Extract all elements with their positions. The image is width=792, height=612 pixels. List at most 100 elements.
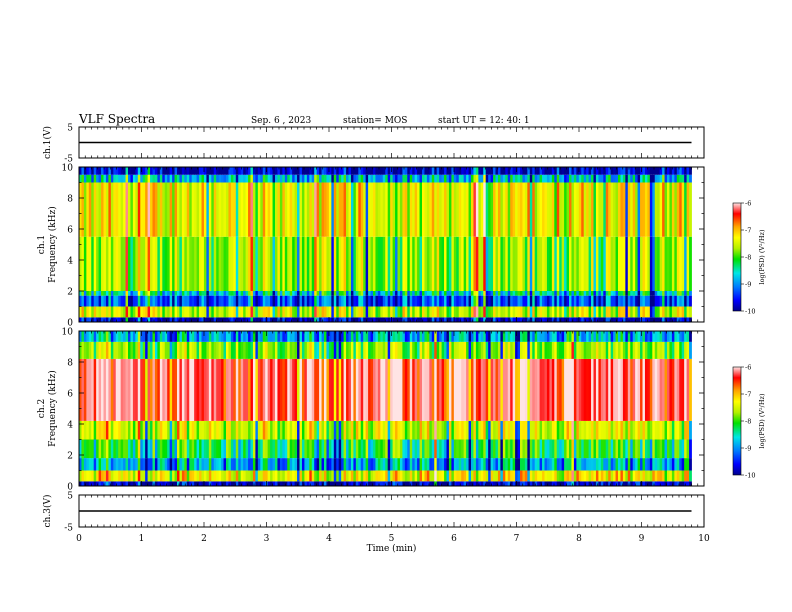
spectrogram-cell — [194, 481, 197, 486]
spectrogram-cell — [240, 439, 244, 459]
spectrogram-cell — [684, 236, 687, 291]
spectrogram-cell — [669, 295, 673, 307]
spectrogram-cell — [632, 331, 636, 342]
spectrogram-cell — [262, 317, 266, 322]
spectrogram-cell — [554, 317, 558, 322]
spectrogram-cell — [431, 306, 435, 318]
spectrogram-cell — [167, 458, 171, 471]
spectrogram-cell — [671, 481, 675, 486]
spectrogram-cell — [615, 295, 619, 307]
spectrogram-cell — [98, 295, 102, 307]
spectrogram-cell — [399, 341, 403, 359]
spectrogram-cell — [382, 331, 386, 342]
spectrogram-cell — [250, 317, 254, 322]
spectrogram-cell — [689, 439, 692, 459]
spectrogram-cell — [363, 341, 367, 359]
spectrogram-cell — [257, 317, 261, 322]
spectrogram-cell — [226, 167, 229, 175]
spectrogram-cell — [657, 291, 661, 296]
spectrogram-cell — [679, 331, 683, 342]
spectrogram-cell — [375, 182, 379, 237]
spectrogram-cell — [444, 420, 447, 440]
spectrogram-cell — [622, 358, 626, 421]
spectrogram-cell — [456, 182, 460, 237]
spectrogram-cell — [466, 341, 469, 359]
spectrogram-cell — [581, 317, 585, 322]
spectrogram-cell — [652, 236, 656, 291]
spectrogram-cell — [446, 236, 450, 291]
spectrogram-cell — [475, 317, 479, 322]
spectrogram-cell — [446, 358, 450, 421]
spectrogram-cell — [686, 306, 690, 318]
spectrogram-cell — [130, 439, 134, 459]
spectrogram-cell — [375, 470, 379, 482]
spectrogram-cell — [189, 341, 193, 359]
spectrogram-cell — [471, 182, 474, 237]
spectrogram-cell — [642, 331, 646, 342]
spectrogram-cell — [608, 341, 612, 359]
spectrogram-cell — [123, 341, 126, 359]
spectrogram-cell — [431, 481, 435, 486]
spectrogram-cell — [91, 236, 95, 291]
spectrogram-cell — [348, 291, 352, 296]
spectrogram-cell — [591, 295, 594, 307]
spectrogram-cell — [434, 470, 438, 482]
spectrogram-cell — [150, 420, 153, 440]
spectrogram-cell — [328, 331, 332, 342]
spectrogram-cell — [559, 341, 563, 359]
spectrogram-cell — [466, 470, 469, 482]
spectrogram-cell — [598, 420, 602, 440]
spectrogram-cell — [250, 481, 254, 486]
spectrogram-cell — [664, 420, 668, 440]
spectrogram-cell — [424, 236, 428, 291]
spectrogram-cell — [110, 470, 114, 482]
spectrogram-cell — [399, 167, 403, 175]
spectrogram-cell — [446, 182, 450, 237]
spectrogram-cell — [559, 420, 563, 440]
spectrogram-cell — [255, 341, 259, 359]
spectrogram-cell — [667, 458, 670, 471]
spectrogram-cell — [316, 182, 320, 237]
spectrogram-cell — [142, 470, 146, 482]
spectrogram-cell — [534, 182, 538, 237]
spectrogram-cell — [243, 306, 246, 318]
spectrogram-cell — [243, 291, 246, 296]
spectrogram-cell — [385, 167, 389, 175]
spectrogram-cell — [505, 420, 509, 440]
spectrogram-cell — [512, 295, 516, 307]
spectrogram-cell — [569, 317, 572, 322]
spectrogram-cell — [578, 458, 582, 471]
spectrogram-cell — [610, 470, 614, 482]
spectrogram-cell — [605, 174, 609, 183]
spectrogram-cell — [167, 167, 171, 175]
spectrogram-cell — [154, 481, 158, 486]
spectrogram-cell — [164, 341, 168, 359]
spectrogram-cell — [414, 295, 418, 307]
spectrogram-cell — [103, 420, 107, 440]
spectrogram-cell — [483, 420, 487, 440]
spectrogram-cell — [429, 358, 433, 421]
spectrogram-cell — [402, 458, 406, 471]
spectrogram-cell — [578, 174, 582, 183]
spectrogram-cell — [647, 481, 651, 486]
spectrogram-cell — [309, 167, 313, 175]
spectrogram-cell — [622, 317, 626, 322]
spectrogram-cell — [473, 439, 477, 459]
spectrogram-cell — [681, 317, 685, 322]
spectrogram-cell — [348, 295, 352, 307]
spectrogram-cell — [380, 341, 384, 359]
spectrogram-cell — [471, 470, 474, 482]
spectrogram-cell — [284, 291, 288, 296]
spectrogram-cell — [532, 481, 536, 486]
spectrogram-cell — [608, 174, 612, 183]
spectrogram-cell — [297, 458, 300, 471]
spectrogram-cell — [233, 317, 237, 322]
spectrogram-cell — [301, 306, 305, 318]
spectrogram-cell — [301, 291, 305, 296]
spectrogram-cell — [132, 458, 136, 471]
spectrogram-cell — [561, 358, 565, 421]
spectrogram-cell — [630, 174, 634, 183]
spectrogram-cell — [221, 295, 224, 307]
spectrogram-cell — [275, 420, 278, 440]
